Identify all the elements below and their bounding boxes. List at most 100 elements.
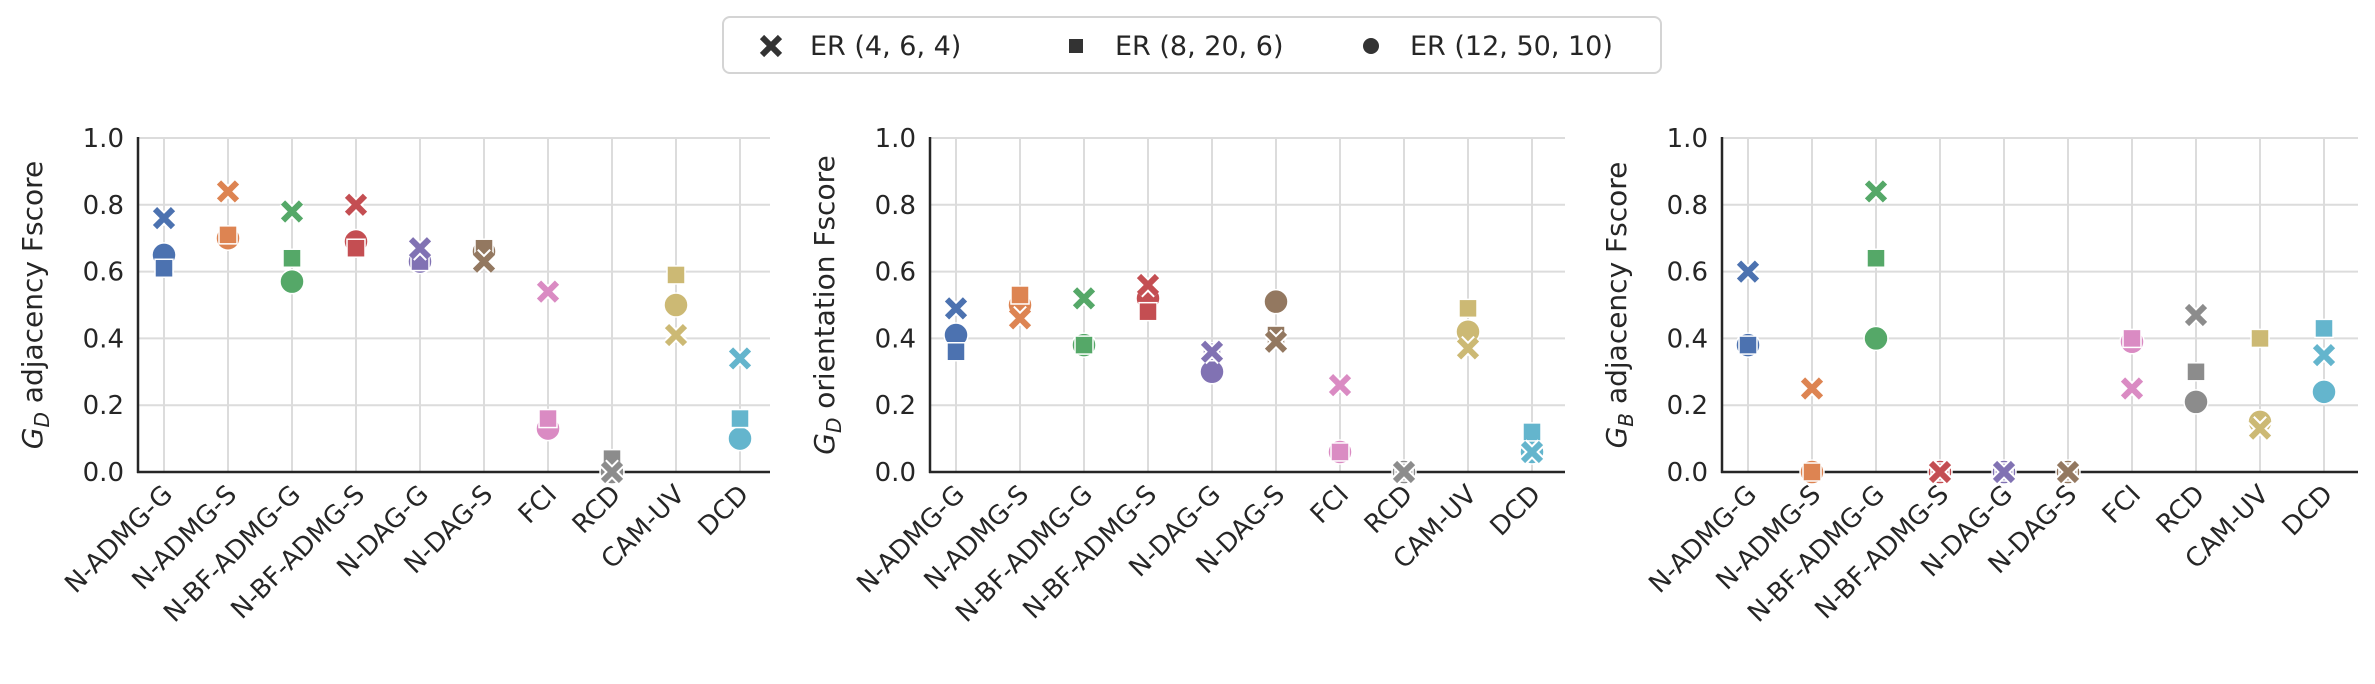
data-point-x-dcd (1520, 440, 1544, 464)
y-tick-label: 0.8 (83, 191, 124, 221)
data-point-square-dcd (730, 408, 750, 429)
data-point-square-dcd (2314, 318, 2334, 339)
data-point-circle-n-bf-admg-g (279, 268, 305, 295)
data-point-square-cam-uv (2250, 328, 2270, 349)
x-tick-label: FCI (2097, 480, 2147, 530)
legend-label: ER (4, 6, 4) (810, 30, 962, 62)
data-point-square-n-bf-admg-s (346, 238, 366, 258)
data-point-x-rcd (600, 460, 624, 484)
data-point-x-n-dag-g (1200, 340, 1224, 363)
legend-label: ER (8, 20, 6) (1115, 30, 1284, 62)
legend: ER (4, 6, 4) ER (8, 20, 6) ER (12, 50, 1… (722, 16, 1662, 74)
x-tick-label: DCD (1485, 480, 1547, 542)
data-point-x-n-admg-g (152, 207, 176, 230)
x-tick-label: FCI (513, 480, 563, 530)
data-point-square-n-admg-s (1010, 285, 1030, 305)
x-tick-label: DCD (2277, 480, 2339, 542)
data-point-square-n-admg-g (946, 342, 966, 362)
y-tick-label: 0.0 (1667, 458, 1708, 488)
data-point-x-fci (2120, 377, 2144, 400)
data-point-square-cam-uv (1458, 298, 1478, 319)
y-axis-label: GD adjacency Fscore (16, 161, 54, 449)
x-marker-icon (759, 34, 783, 58)
data-point-x-cam-uv (1456, 337, 1480, 360)
legend-label: ER (12, 50, 10) (1410, 30, 1613, 62)
y-tick-label: 0.8 (875, 191, 916, 221)
data-point-x-n-bf-admg-s (1136, 273, 1160, 297)
data-point-x-n-bf-admg-g (1072, 287, 1096, 310)
y-tick-label: 0.8 (1667, 191, 1708, 221)
data-point-x-cam-uv (2248, 417, 2272, 440)
data-point-x-n-dag-s (1264, 330, 1288, 353)
data-point-x-n-admg-s (1800, 377, 1824, 400)
data-point-x-rcd (1392, 460, 1416, 484)
square-marker-icon (1069, 39, 1083, 53)
data-point-circle-rcd (2183, 389, 2209, 415)
data-point-x-cam-uv (664, 323, 688, 347)
y-tick-label: 0.6 (875, 258, 916, 288)
y-tick-label: 0.2 (83, 391, 124, 421)
legend-item-er-8-20-6: ER (8, 20, 6) (1059, 18, 1284, 74)
data-point-square-n-admg-s (218, 225, 238, 245)
data-point-circle-dcd (727, 425, 753, 452)
data-point-square-fci (2122, 328, 2142, 349)
y-tick-label: 0.2 (875, 391, 916, 421)
data-point-x-n-dag-g (408, 237, 432, 260)
legend-item-er-4-6-4: ER (4, 6, 4) (754, 18, 961, 74)
data-point-x-n-bf-admg-g (280, 200, 304, 223)
y-tick-label: 0.4 (83, 324, 124, 354)
data-point-square-rcd (2186, 362, 2206, 382)
y-tick-label: 0.0 (83, 458, 124, 488)
data-point-x-dcd (728, 347, 752, 370)
data-point-square-n-bf-admg-g (282, 248, 302, 268)
data-point-x-n-bf-admg-s (344, 193, 368, 216)
data-point-x-fci (1328, 374, 1352, 397)
data-point-square-n-bf-admg-g (1074, 335, 1094, 355)
data-point-circle-n-dag-s (1263, 288, 1289, 315)
y-tick-label: 0.4 (1667, 324, 1708, 354)
y-tick-label: 0.2 (1667, 391, 1708, 421)
data-point-x-n-dag-s (2056, 460, 2080, 484)
data-point-x-n-admg-g (944, 297, 968, 320)
y-axis-label: GB adjacency Fscore (1600, 162, 1638, 449)
data-point-square-fci (538, 408, 558, 429)
data-point-x-n-admg-s (1008, 307, 1032, 330)
y-tick-label: 0.4 (875, 324, 916, 354)
circle-marker-icon (1363, 38, 1379, 54)
data-point-x-n-dag-g (1992, 460, 2016, 484)
data-point-square-n-admg-s (1802, 462, 1822, 482)
data-point-circle-n-dag-g (1199, 359, 1225, 385)
data-point-x-fci (536, 280, 560, 303)
data-point-x-n-bf-admg-s (1928, 460, 1952, 484)
data-point-x-n-dag-s (472, 250, 496, 273)
x-tick-label: DCD (693, 480, 755, 542)
data-point-square-fci (1330, 442, 1350, 462)
data-point-x-n-bf-admg-g (1864, 180, 1888, 203)
data-point-circle-cam-uv (663, 292, 689, 318)
chart-panel-3: 0.00.20.40.60.81.0N-ADMG-GN-ADMG-SN-BF-A… (1600, 124, 2358, 628)
data-point-x-dcd (2312, 343, 2336, 367)
y-tick-label: 0.0 (875, 458, 916, 488)
data-point-x-n-admg-g (1736, 260, 1760, 283)
y-tick-label: 1.0 (875, 124, 916, 154)
y-tick-label: 0.6 (1667, 258, 1708, 288)
data-point-x-n-admg-s (216, 180, 240, 203)
data-point-square-n-bf-admg-g (1866, 248, 1886, 268)
y-axis-label: GD orientation Fscore (808, 155, 846, 454)
data-point-circle-n-bf-admg-g (1863, 325, 1889, 352)
y-tick-label: 1.0 (1667, 124, 1708, 154)
data-point-square-cam-uv (666, 265, 686, 285)
data-point-square-dcd (1522, 422, 1542, 442)
data-point-circle-dcd (2311, 379, 2337, 405)
chart-panel-1: 0.00.20.40.60.81.0N-ADMG-GN-ADMG-SN-BF-A… (16, 124, 770, 628)
y-tick-label: 1.0 (83, 124, 124, 154)
legend-item-er-12-50-10: ER (12, 50, 10) (1354, 18, 1613, 74)
data-point-square-n-bf-admg-s (1138, 301, 1158, 322)
data-point-x-rcd (2184, 303, 2208, 327)
data-point-square-n-admg-g (1738, 335, 1758, 355)
data-point-square-n-admg-g (154, 258, 174, 279)
chart-panel-2: 0.00.20.40.60.81.0N-ADMG-GN-ADMG-SN-BF-A… (808, 124, 1565, 628)
x-tick-label: FCI (1305, 480, 1355, 530)
